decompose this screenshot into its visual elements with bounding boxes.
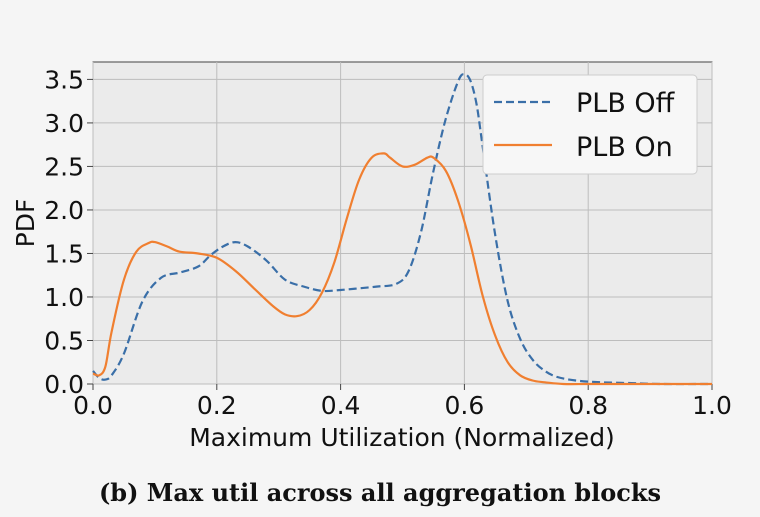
legend-label-plb-on: PLB On xyxy=(576,132,673,163)
y-tick-label: 1.0 xyxy=(44,283,84,312)
legend: PLB Off PLB On xyxy=(482,74,698,175)
y-tick-label: 2.0 xyxy=(44,196,84,225)
chart-figure: 0.0 0.2 0.4 0.6 0.8 1.0 0.0 0.5 1.0 1.5 2.0 2.5 3.0 3… xyxy=(11,61,732,452)
y-tick-label: 0.0 xyxy=(44,370,84,399)
legend-label-plb-off: PLB Off xyxy=(576,88,676,119)
x-tick-label: 1.0 xyxy=(692,391,732,420)
y-tick-label: 1.5 xyxy=(44,239,84,268)
y-tick-label: 3.5 xyxy=(44,65,84,94)
x-tick-label: 0.8 xyxy=(568,391,608,420)
x-axis-label: Maximum Utilization (Normalized) xyxy=(189,423,615,452)
data-series xyxy=(92,73,713,386)
figure-caption: (b) Max util across all aggregation bloc… xyxy=(98,478,662,507)
legend-box xyxy=(482,74,698,175)
series-line-plb-off xyxy=(92,73,713,386)
axis-ticks: 0.0 0.2 0.4 0.6 0.8 1.0 0.0 0.5 1.0 1.5 2.0 2.5 3.0 3… xyxy=(44,65,732,420)
x-tick-label: 0.0 xyxy=(73,391,113,420)
x-tick-label: 0.6 xyxy=(445,391,485,420)
series-line-plb-on xyxy=(92,152,712,386)
y-tick-label: 2.5 xyxy=(44,152,84,181)
y-tick-label: 3.0 xyxy=(44,109,84,138)
y-tick-label: 0.5 xyxy=(44,326,84,355)
x-tick-label: 0.4 xyxy=(321,391,361,420)
x-tick-label: 0.2 xyxy=(197,391,237,420)
y-axis-label: PDF xyxy=(11,199,40,248)
